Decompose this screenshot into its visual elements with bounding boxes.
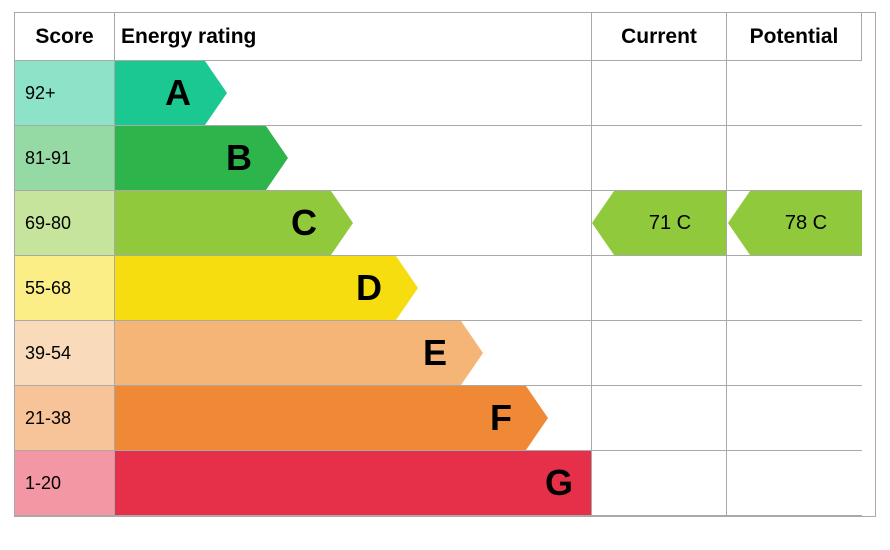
- energy-rating-chart: Score Energy rating Current Potential 92…: [14, 12, 876, 517]
- rating-bar-f: F: [115, 386, 592, 451]
- rating-bar-d: D: [115, 256, 592, 321]
- score-range-e: 39-54: [15, 321, 115, 386]
- rating-letter-b: B: [226, 137, 252, 179]
- potential-cell-a: [727, 61, 862, 126]
- score-range-a: 92+: [15, 61, 115, 126]
- rating-bar-c: C: [115, 191, 592, 256]
- rating-letter-c: C: [291, 202, 317, 244]
- current-cell-a: [592, 61, 727, 126]
- potential-cell-g: [727, 451, 862, 516]
- potential-cell-e: [727, 321, 862, 386]
- score-range-c: 69-80: [15, 191, 115, 256]
- current-cell-d: [592, 256, 727, 321]
- score-range-f: 21-38: [15, 386, 115, 451]
- current-cell-b: [592, 126, 727, 191]
- score-range-b: 81-91: [15, 126, 115, 191]
- header-current: Current: [592, 13, 727, 61]
- potential-indicator: 78 C: [750, 191, 862, 255]
- rating-letter-g: G: [545, 462, 573, 504]
- rating-bar-e: E: [115, 321, 592, 386]
- current-cell-f: [592, 386, 727, 451]
- header-potential: Potential: [727, 13, 862, 61]
- potential-cell-b: [727, 126, 862, 191]
- current-cell-g: [592, 451, 727, 516]
- rating-bar-b: B: [115, 126, 592, 191]
- current-indicator: 71 C: [614, 191, 726, 255]
- potential-cell-c: 78 C: [727, 191, 862, 256]
- rating-bar-g: G: [115, 451, 592, 516]
- rating-bar-a: A: [115, 61, 592, 126]
- potential-cell-d: [727, 256, 862, 321]
- score-range-g: 1-20: [15, 451, 115, 516]
- current-cell-c: 71 C: [592, 191, 727, 256]
- header-rating: Energy rating: [115, 13, 592, 61]
- rating-letter-d: D: [356, 267, 382, 309]
- rating-letter-a: A: [165, 72, 191, 114]
- score-range-d: 55-68: [15, 256, 115, 321]
- header-score: Score: [15, 13, 115, 61]
- current-cell-e: [592, 321, 727, 386]
- rating-letter-f: F: [490, 397, 512, 439]
- potential-cell-f: [727, 386, 862, 451]
- rating-letter-e: E: [423, 332, 447, 374]
